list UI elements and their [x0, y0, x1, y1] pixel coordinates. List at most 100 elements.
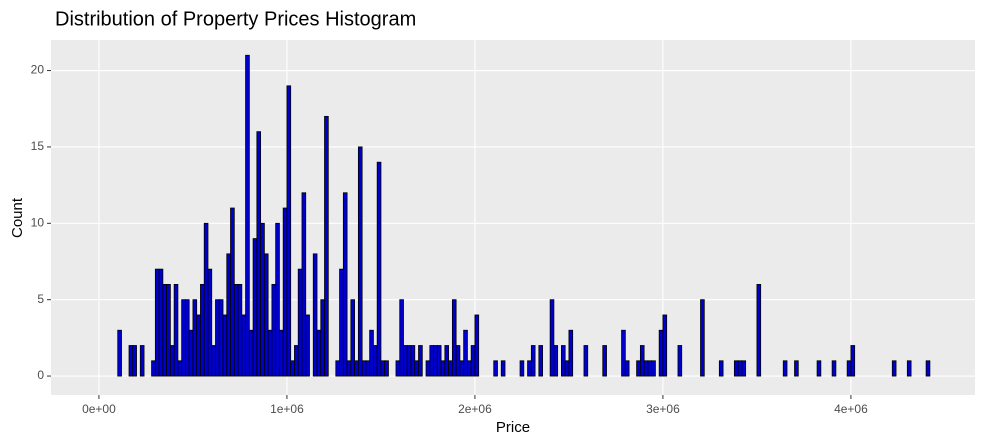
bar: [286, 85, 292, 377]
bar: [169, 345, 175, 377]
bar: [207, 268, 213, 377]
bar: [252, 238, 258, 377]
bar: [433, 345, 438, 377]
bar: [248, 329, 254, 377]
bar: [203, 222, 209, 377]
bar: [850, 345, 856, 377]
bar: [267, 329, 273, 377]
bar: [357, 146, 363, 377]
x-axis-title: Price: [496, 419, 530, 436]
bar: [282, 207, 288, 377]
bar: [568, 329, 574, 377]
x-tick-label: 0e+00: [82, 402, 116, 416]
bar: [226, 253, 231, 377]
bar: [429, 345, 434, 377]
bar: [305, 314, 310, 377]
bar: [621, 329, 626, 377]
bar: [414, 360, 419, 377]
bar: [211, 345, 216, 377]
bar: [658, 329, 664, 377]
bar: [294, 345, 299, 377]
bar: [651, 360, 656, 377]
bar: [335, 360, 340, 377]
bar: [406, 345, 412, 377]
bar: [519, 360, 525, 377]
bar: [602, 345, 607, 377]
bar: [200, 284, 205, 377]
bar: [218, 299, 224, 377]
bar: [188, 329, 194, 377]
bar: [418, 345, 423, 377]
bar: [636, 360, 641, 377]
bar: [320, 299, 325, 377]
bar: [756, 284, 762, 377]
bar: [906, 360, 912, 377]
bar: [354, 360, 359, 377]
bar: [448, 360, 453, 377]
bar: [346, 360, 352, 377]
y-tick-label: 0: [37, 368, 44, 382]
bar: [177, 360, 183, 377]
bar: [527, 360, 532, 377]
bar: [316, 329, 322, 377]
bar: [154, 268, 160, 377]
y-axis-title: Count: [9, 197, 26, 238]
bar: [891, 360, 897, 377]
bar: [831, 360, 837, 377]
bar: [192, 299, 198, 377]
bar: [662, 314, 668, 377]
bar: [297, 268, 303, 377]
chart-title: Distribution of Property Prices Histogra…: [55, 8, 416, 30]
bar: [369, 329, 374, 377]
bar: [128, 345, 134, 377]
bar: [474, 314, 480, 377]
bar: [639, 345, 645, 377]
x-tick-label: 3e+06: [646, 402, 680, 416]
bar: [132, 345, 137, 377]
bars: [117, 54, 931, 377]
y-tick-label: 15: [31, 139, 45, 153]
bar: [677, 345, 683, 377]
bar: [846, 360, 852, 377]
bar: [647, 360, 653, 377]
bar: [384, 360, 389, 377]
bar: [263, 253, 269, 377]
bar: [271, 284, 277, 377]
bar: [256, 131, 262, 377]
bar: [312, 253, 318, 377]
bar: [553, 345, 559, 377]
bar: [365, 360, 371, 377]
bar: [185, 299, 190, 377]
bar: [245, 54, 250, 377]
x-tick-label: 1e+06: [270, 402, 304, 416]
bar: [444, 345, 450, 377]
bar: [425, 360, 431, 377]
bar: [737, 360, 743, 377]
bar: [455, 345, 461, 377]
bar: [399, 299, 404, 377]
bar: [275, 222, 280, 377]
bar: [215, 299, 220, 377]
bar: [794, 360, 799, 377]
bar: [436, 345, 442, 377]
bar: [181, 299, 186, 377]
bar: [173, 284, 179, 377]
bar: [166, 284, 171, 377]
bar: [500, 360, 506, 377]
bar: [459, 360, 465, 377]
bar: [151, 360, 156, 377]
bar: [538, 345, 544, 377]
bar: [376, 161, 382, 377]
y-tick-label: 20: [31, 63, 45, 77]
bar: [290, 360, 295, 377]
bar: [718, 360, 724, 377]
bar: [361, 360, 367, 377]
labels: 0 5 10 15 20 0e+00 1e+06 2e+06 3e+06 4e+06: [31, 63, 868, 416]
bar: [741, 360, 747, 377]
bar: [816, 360, 822, 377]
bar: [237, 284, 243, 377]
bar: [260, 222, 265, 377]
bar: [117, 329, 122, 377]
